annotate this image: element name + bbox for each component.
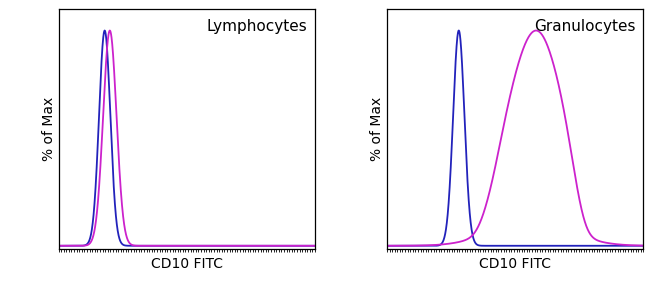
Y-axis label: % of Max: % of Max: [370, 97, 384, 161]
Y-axis label: % of Max: % of Max: [42, 97, 56, 161]
X-axis label: CD10 FITC: CD10 FITC: [151, 256, 223, 271]
Text: Granulocytes: Granulocytes: [534, 19, 636, 34]
X-axis label: CD10 FITC: CD10 FITC: [479, 256, 551, 271]
Text: Lymphocytes: Lymphocytes: [207, 19, 307, 34]
